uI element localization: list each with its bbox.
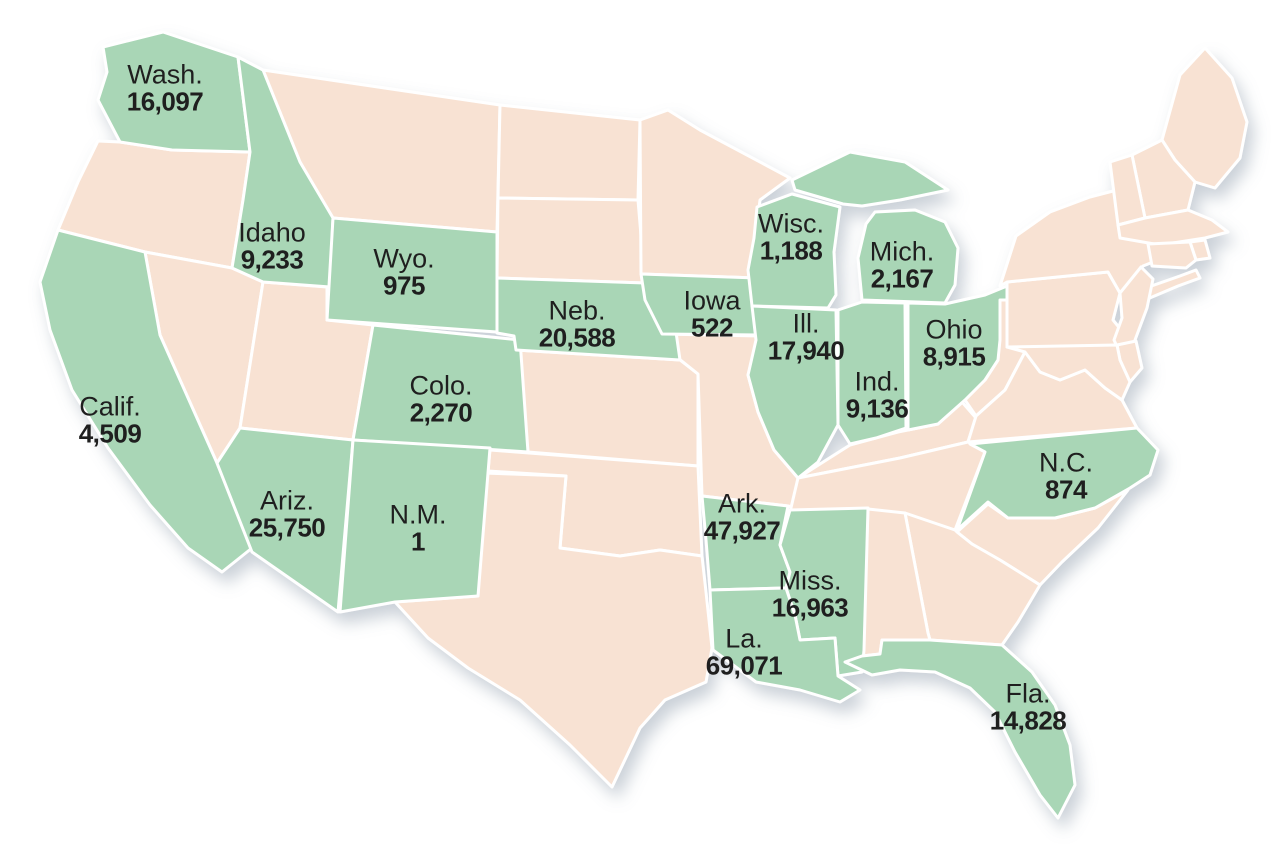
state-wisconsin	[746, 192, 842, 310]
state-arizona	[215, 426, 355, 614]
state-ohio	[906, 284, 1009, 432]
state-north-dakota	[496, 103, 642, 202]
state-colorado	[351, 323, 530, 454]
state-south-dakota	[495, 196, 647, 285]
state-maryland	[1005, 343, 1132, 402]
state-idaho	[230, 55, 335, 289]
state-wyoming	[325, 216, 499, 334]
state-arkansas	[700, 494, 792, 592]
state-michigan-upper-peninsula	[790, 150, 950, 208]
state-massachusetts	[1116, 208, 1230, 247]
state-louisiana	[708, 586, 862, 704]
state-texas	[393, 471, 714, 789]
state-michigan	[856, 208, 960, 305]
state-connecticut	[1146, 240, 1198, 270]
state-california	[38, 228, 254, 574]
state-florida	[843, 638, 1077, 820]
state-kansas	[514, 348, 700, 468]
state-new-mexico	[338, 438, 492, 614]
state-pennsylvania	[1005, 270, 1128, 349]
state-washington	[96, 30, 252, 154]
state-north-carolina	[955, 426, 1160, 532]
state-indiana	[836, 300, 908, 446]
